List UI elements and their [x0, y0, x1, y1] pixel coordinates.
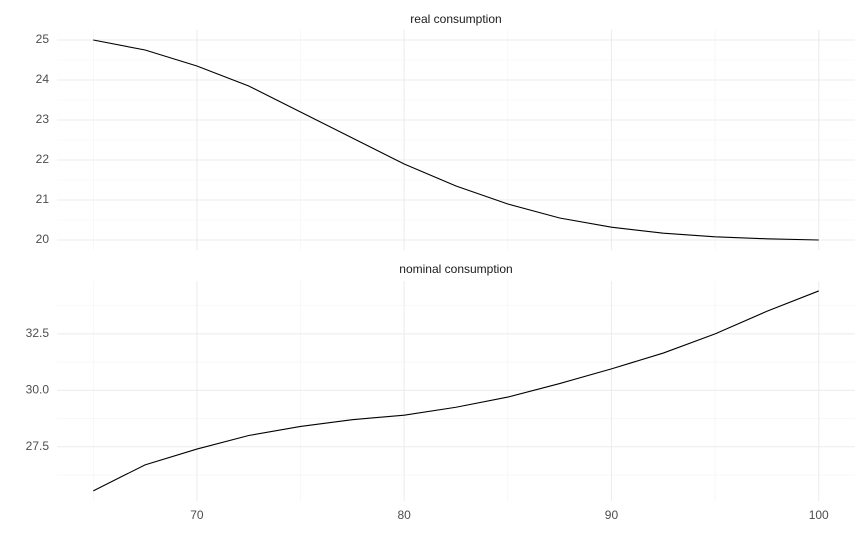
panel-title: real consumption [410, 12, 501, 26]
y-tick-label: 27.5 [26, 439, 50, 453]
x-tick-label: 90 [605, 508, 619, 522]
y-tick-label: 32.5 [26, 326, 50, 340]
y-tick-label: 25 [36, 32, 50, 46]
panel-title: nominal consumption [399, 262, 512, 276]
x-tick-label: 70 [190, 508, 204, 522]
y-tick-label: 22 [36, 152, 50, 166]
y-tick-label: 24 [36, 72, 50, 86]
x-tick-label: 100 [809, 508, 829, 522]
x-tick-label: 80 [398, 508, 412, 522]
y-tick-label: 21 [36, 192, 50, 206]
line [93, 290, 819, 492]
y-tick-label: 20 [36, 232, 50, 246]
y-tick-label: 23 [36, 112, 50, 126]
line [93, 39, 819, 241]
y-tick-label: 30.0 [26, 382, 50, 396]
